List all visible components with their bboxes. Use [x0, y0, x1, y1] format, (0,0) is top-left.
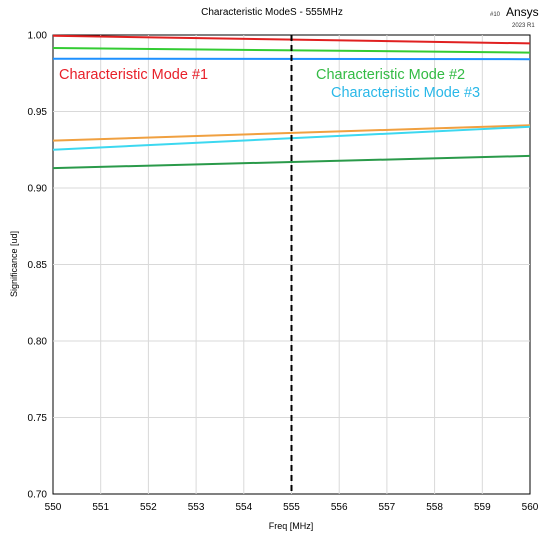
x-tick-labels: 550 551 552 553 554 555 556 557 558 559 560 [45, 502, 539, 513]
series-line-darkgreen [52, 154, 531, 170]
x-tick-label: 555 [283, 502, 300, 513]
brand-prefix: #10 [490, 12, 501, 18]
x-tick-label: 556 [331, 502, 348, 513]
x-tick-label: 560 [522, 502, 539, 513]
brand-logo: Ansys [506, 5, 539, 19]
brand-version: 2023 R1 [512, 23, 535, 29]
series-line-orange [52, 124, 531, 142]
y-tick-label: 0.95 [28, 107, 48, 118]
annotation-mode-2: Characteristic Mode #2 [316, 67, 465, 83]
x-tick-label: 554 [235, 502, 252, 513]
x-tick-label: 551 [92, 502, 109, 513]
y-tick-label: 0.80 [28, 337, 48, 348]
y-tick-label: 0.70 [28, 490, 48, 501]
x-tick-label: 558 [426, 502, 443, 513]
y-tick-label: 0.75 [28, 413, 48, 424]
x-tick-label: 553 [188, 502, 205, 513]
x-tick-label: 552 [140, 502, 157, 513]
x-tick-label: 557 [379, 502, 396, 513]
x-axis-label: Freq [MHz] [269, 521, 314, 531]
y-tick-label: 0.85 [28, 260, 48, 271]
x-tick-label: 559 [474, 502, 491, 513]
y-tick-label: 1.00 [28, 31, 48, 42]
chart-title: Characteristic ModeS - 555MHz [201, 7, 343, 18]
annotation-mode-3: Characteristic Mode #3 [331, 85, 480, 101]
y-tick-labels: 0.70 0.75 0.80 0.85 0.90 0.95 1.00 [28, 31, 48, 501]
annotation-mode-1: Characteristic Mode #1 [59, 67, 208, 83]
y-tick-label: 0.90 [28, 184, 48, 195]
y-axis-label: Significance [ud] [9, 231, 19, 297]
x-tick-label: 550 [45, 502, 62, 513]
